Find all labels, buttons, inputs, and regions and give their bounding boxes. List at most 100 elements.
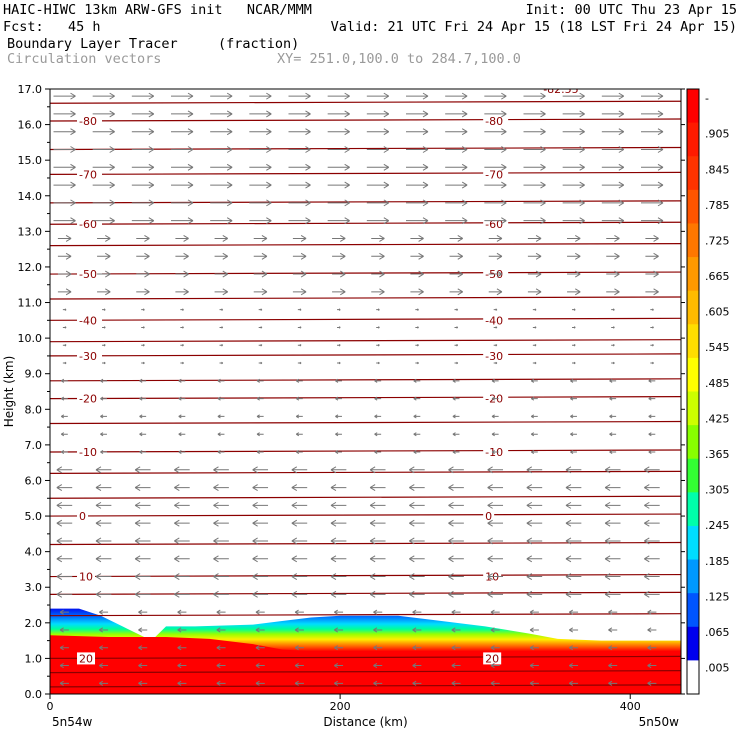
contour-line bbox=[50, 591, 681, 595]
colorbar-swatch bbox=[687, 492, 699, 527]
vector-arrow bbox=[448, 484, 464, 492]
vector-arrow bbox=[97, 252, 111, 260]
x-endpoint-right: 5n50w bbox=[639, 715, 680, 729]
vector-arrow bbox=[249, 217, 272, 225]
contour-line bbox=[50, 613, 681, 617]
vector-arrow bbox=[139, 378, 147, 383]
colorbar-swatch bbox=[687, 156, 699, 191]
vector-arrow bbox=[644, 501, 660, 509]
vector-arrow bbox=[141, 308, 145, 311]
y-tick-label: 2.0 bbox=[25, 617, 43, 630]
vector-arrow bbox=[178, 414, 186, 419]
vector-arrow bbox=[131, 110, 155, 118]
vector-arrow bbox=[484, 128, 507, 136]
vector-arrow bbox=[217, 378, 225, 383]
vector-arrow bbox=[645, 288, 659, 296]
vector-arrow bbox=[451, 627, 461, 633]
vector-arrow bbox=[568, 662, 579, 669]
colorbar-swatch bbox=[687, 290, 699, 325]
vector-arrow bbox=[134, 537, 151, 545]
vector-arrow bbox=[217, 414, 225, 419]
vector-arrow bbox=[252, 573, 269, 580]
vector-arrow bbox=[366, 92, 390, 100]
vector-arrow bbox=[62, 326, 67, 329]
vector-arrow bbox=[568, 609, 579, 615]
vector-arrow bbox=[523, 128, 546, 136]
vector-arrow bbox=[174, 555, 190, 563]
vector-arrow bbox=[604, 537, 621, 545]
vector-arrow bbox=[214, 252, 229, 260]
vector-arrow bbox=[56, 501, 73, 509]
vector-arrow bbox=[92, 128, 115, 136]
vector-arrow bbox=[609, 414, 617, 419]
contour-line bbox=[50, 470, 681, 474]
vector-arrow bbox=[532, 308, 537, 311]
vector-arrow bbox=[570, 396, 577, 401]
vector-arrow bbox=[219, 308, 224, 311]
vector-arrow bbox=[175, 252, 189, 260]
vector-arrow bbox=[567, 288, 581, 296]
vector-arrow bbox=[210, 217, 233, 225]
vector-arrow bbox=[255, 627, 265, 633]
y-tick-label: 12.0 bbox=[18, 261, 43, 274]
vector-arrow bbox=[445, 199, 468, 207]
vector-arrow bbox=[448, 555, 464, 563]
vector-arrow bbox=[572, 308, 576, 311]
vector-arrow bbox=[332, 270, 346, 278]
vector-arrow bbox=[648, 414, 656, 419]
vector-arrow bbox=[100, 396, 107, 401]
vector-arrow bbox=[95, 555, 112, 563]
vector-arrow bbox=[139, 449, 147, 455]
vector-arrow bbox=[413, 378, 421, 383]
vector-arrow bbox=[640, 92, 664, 100]
vector-arrow bbox=[249, 110, 272, 118]
vector-arrow bbox=[213, 537, 229, 545]
vector-arrow bbox=[568, 645, 579, 651]
vector-arrow bbox=[295, 414, 303, 419]
vector-arrow bbox=[644, 484, 660, 492]
vector-arrow bbox=[487, 537, 504, 545]
vector-arrow bbox=[174, 573, 190, 580]
vector-arrow bbox=[288, 199, 311, 207]
vector-arrow bbox=[174, 519, 190, 527]
vector-arrow bbox=[484, 199, 507, 207]
vector-arrow bbox=[256, 414, 264, 419]
vector-arrow bbox=[493, 308, 498, 311]
vector-arrow bbox=[294, 662, 304, 669]
vector-arrow bbox=[99, 662, 109, 669]
vector-arrow bbox=[139, 432, 147, 437]
vector-arrow bbox=[565, 555, 582, 563]
vector-arrow bbox=[219, 326, 224, 329]
y-tick-label: 17.0 bbox=[18, 83, 43, 96]
vector-arrow bbox=[405, 199, 429, 207]
vector-arrow bbox=[650, 361, 654, 365]
vector-arrow bbox=[134, 501, 151, 509]
vector-arrow bbox=[565, 501, 582, 509]
colorbar-swatch bbox=[687, 458, 699, 493]
vector-arrow bbox=[92, 163, 115, 171]
vector-arrow bbox=[332, 288, 346, 296]
vector-arrow bbox=[327, 163, 350, 171]
vector-arrow bbox=[249, 163, 272, 171]
vector-arrow bbox=[291, 555, 308, 563]
y-tick-label: 9.0 bbox=[25, 368, 43, 381]
tracer-core bbox=[50, 635, 681, 694]
vector-arrow bbox=[92, 146, 115, 153]
vector-arrow bbox=[56, 555, 73, 563]
vector-arrow bbox=[174, 501, 190, 509]
vector-arrow bbox=[294, 627, 304, 633]
vector-arrow bbox=[171, 199, 194, 207]
contour-label: -20 bbox=[79, 393, 97, 406]
contour-line bbox=[50, 317, 681, 321]
vector-arrow bbox=[53, 110, 76, 118]
colorbar-swatch bbox=[687, 626, 699, 661]
vector-arrow bbox=[288, 110, 311, 118]
vector-arrow bbox=[95, 590, 112, 598]
colorbar-label: .725 bbox=[705, 234, 730, 247]
y-tick-label: 6.0 bbox=[25, 474, 43, 487]
vector-arrow bbox=[138, 627, 148, 633]
vector-arrow bbox=[644, 573, 660, 580]
vector-arrow bbox=[484, 110, 507, 118]
vector-arrow bbox=[141, 344, 145, 347]
field-units: (fraction) bbox=[218, 36, 300, 52]
